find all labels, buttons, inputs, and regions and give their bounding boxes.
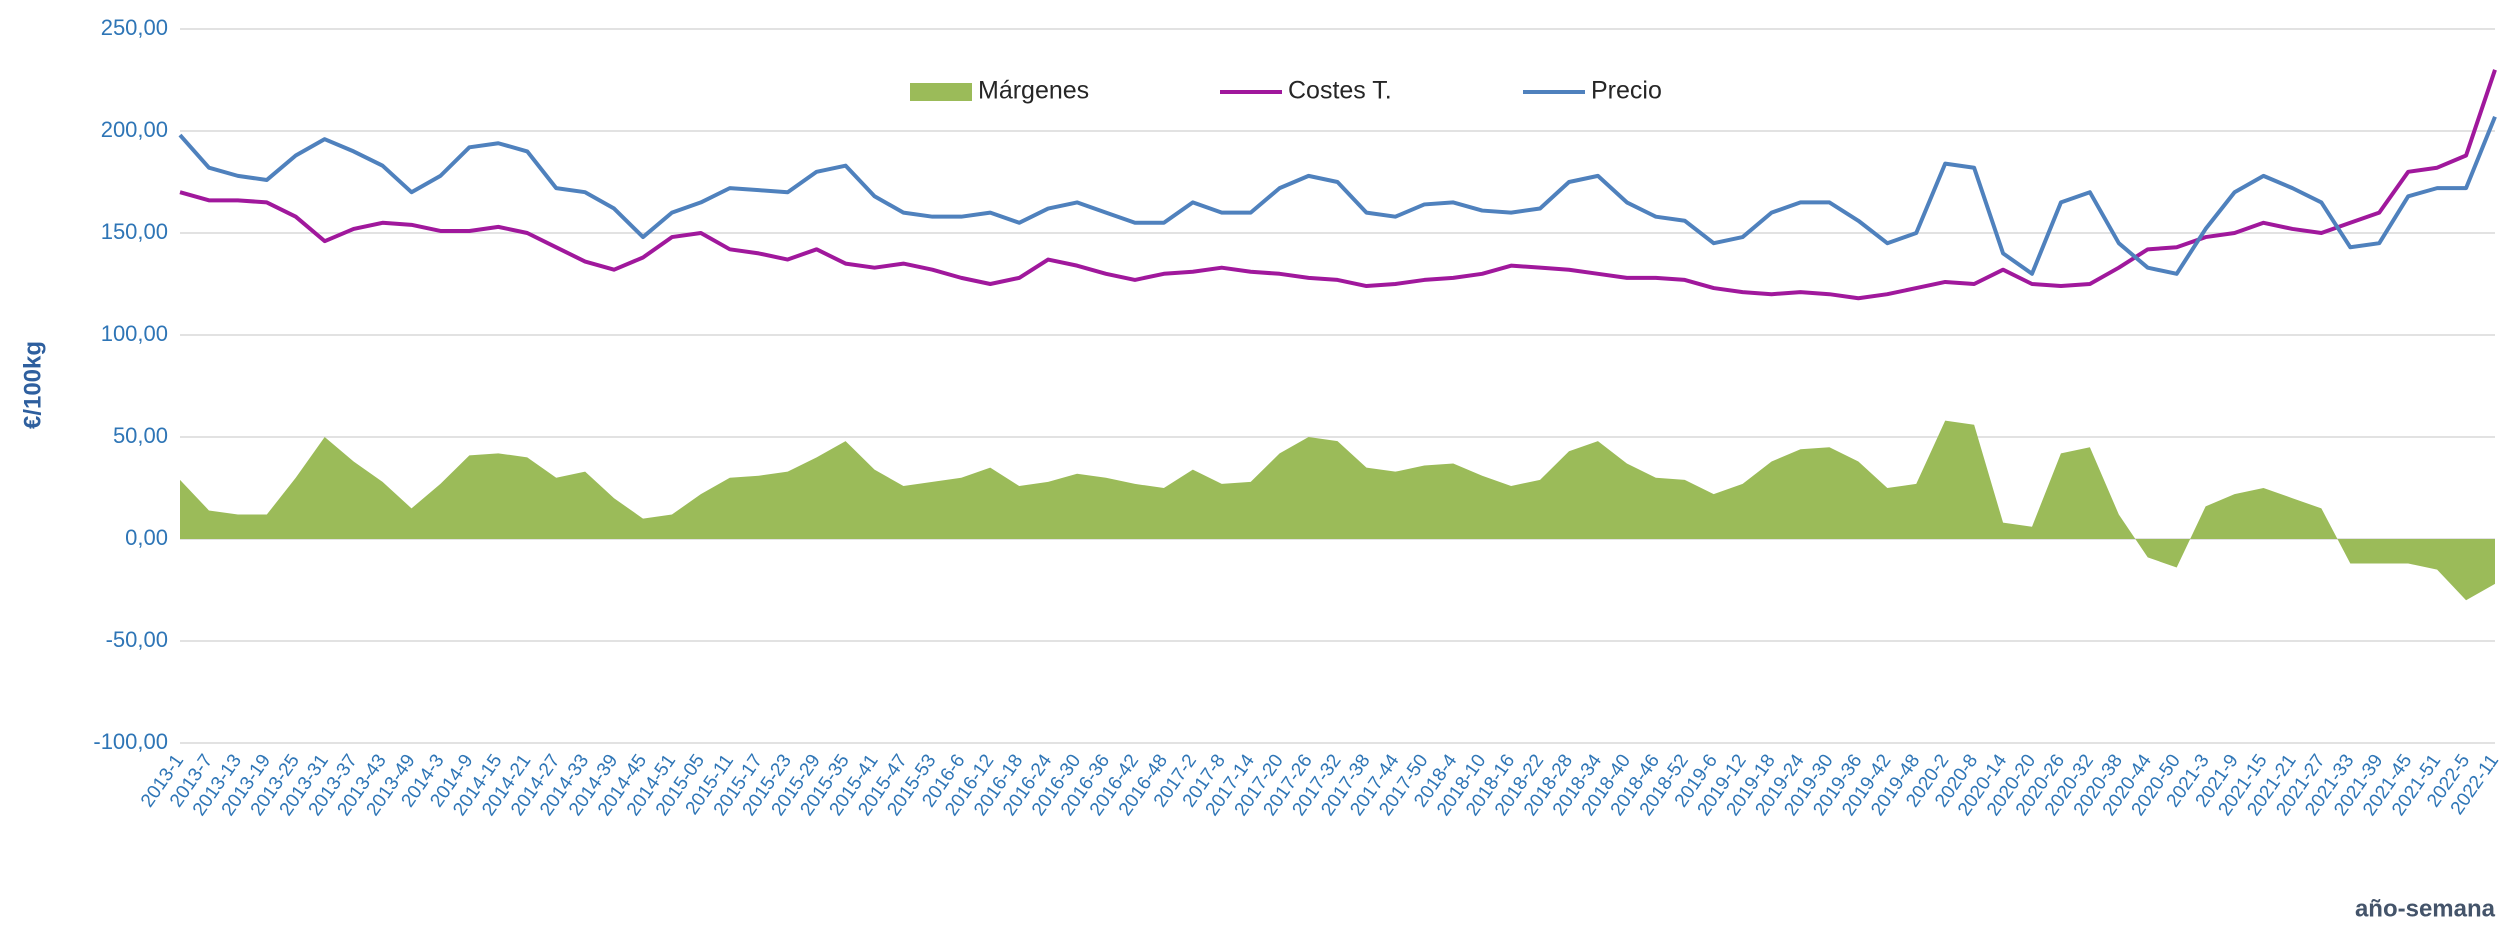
area <box>180 420 2495 601</box>
y-tick-label: 200,00 <box>101 117 168 142</box>
y-tick-label: -50,00 <box>106 627 168 652</box>
y-tick-label: -100,00 <box>93 729 168 754</box>
y-tick-label: 50,00 <box>113 423 168 448</box>
y-tick-label: 250,00 <box>101 15 168 40</box>
line <box>178 115 2497 276</box>
x-axis-label: año-semana <box>2355 895 2496 922</box>
legend-label: Márgenes <box>978 77 1089 105</box>
y-tick-label: 100,00 <box>101 321 168 346</box>
y-axis-label: €/100kg <box>19 341 46 429</box>
line <box>179 69 2497 301</box>
y-tick-label: 150,00 <box>101 219 168 244</box>
legend-label: Costes T. <box>1288 77 1392 105</box>
legend-label: Precio <box>1591 77 1662 105</box>
legend-swatch <box>910 83 972 101</box>
y-tick-label: 0,00 <box>125 525 168 550</box>
